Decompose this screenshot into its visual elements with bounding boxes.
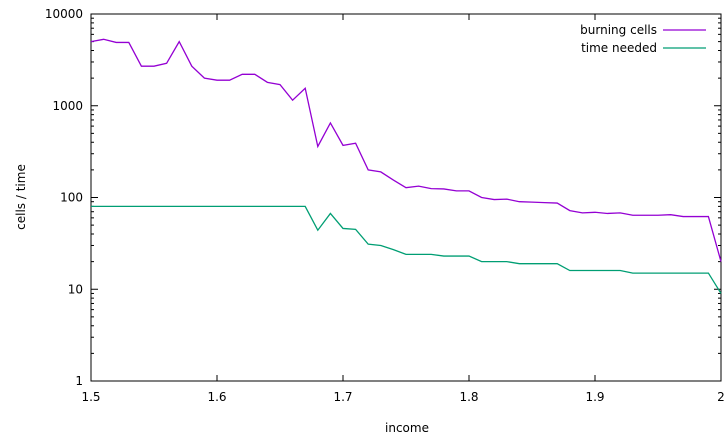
series-line-2 (91, 205, 722, 294)
x-tick-label: 1.8 (459, 390, 478, 404)
legend-label: time needed (581, 41, 657, 55)
y-tick-label: 1 (75, 374, 83, 388)
y-axis-label: cells / time (14, 164, 28, 230)
plot-area-frame (90, 13, 722, 382)
y-tick-label: 10 (68, 282, 83, 296)
y-tick-label: 100 (60, 191, 83, 205)
x-tick-label: 1.5 (81, 390, 100, 404)
series-lines (90, 38, 722, 294)
y-tick-label: 10000 (45, 7, 83, 21)
x-tick-label: 1.7 (333, 390, 352, 404)
x-axis-label: income (385, 421, 429, 435)
x-tick-label: 1.9 (585, 390, 604, 404)
legend-label: burning cells (580, 23, 657, 37)
y-tick-label: 1000 (52, 99, 83, 113)
x-tick-label: 1.6 (207, 390, 226, 404)
x-tick-label: 2 (717, 390, 725, 404)
axis-ticks: 1.5 1.6 1.7 1.8 1.9 2 1 10 100 1000 10000 (45, 7, 725, 404)
series-line-1 (90, 38, 722, 262)
legend: burning cells time needed (580, 23, 706, 55)
